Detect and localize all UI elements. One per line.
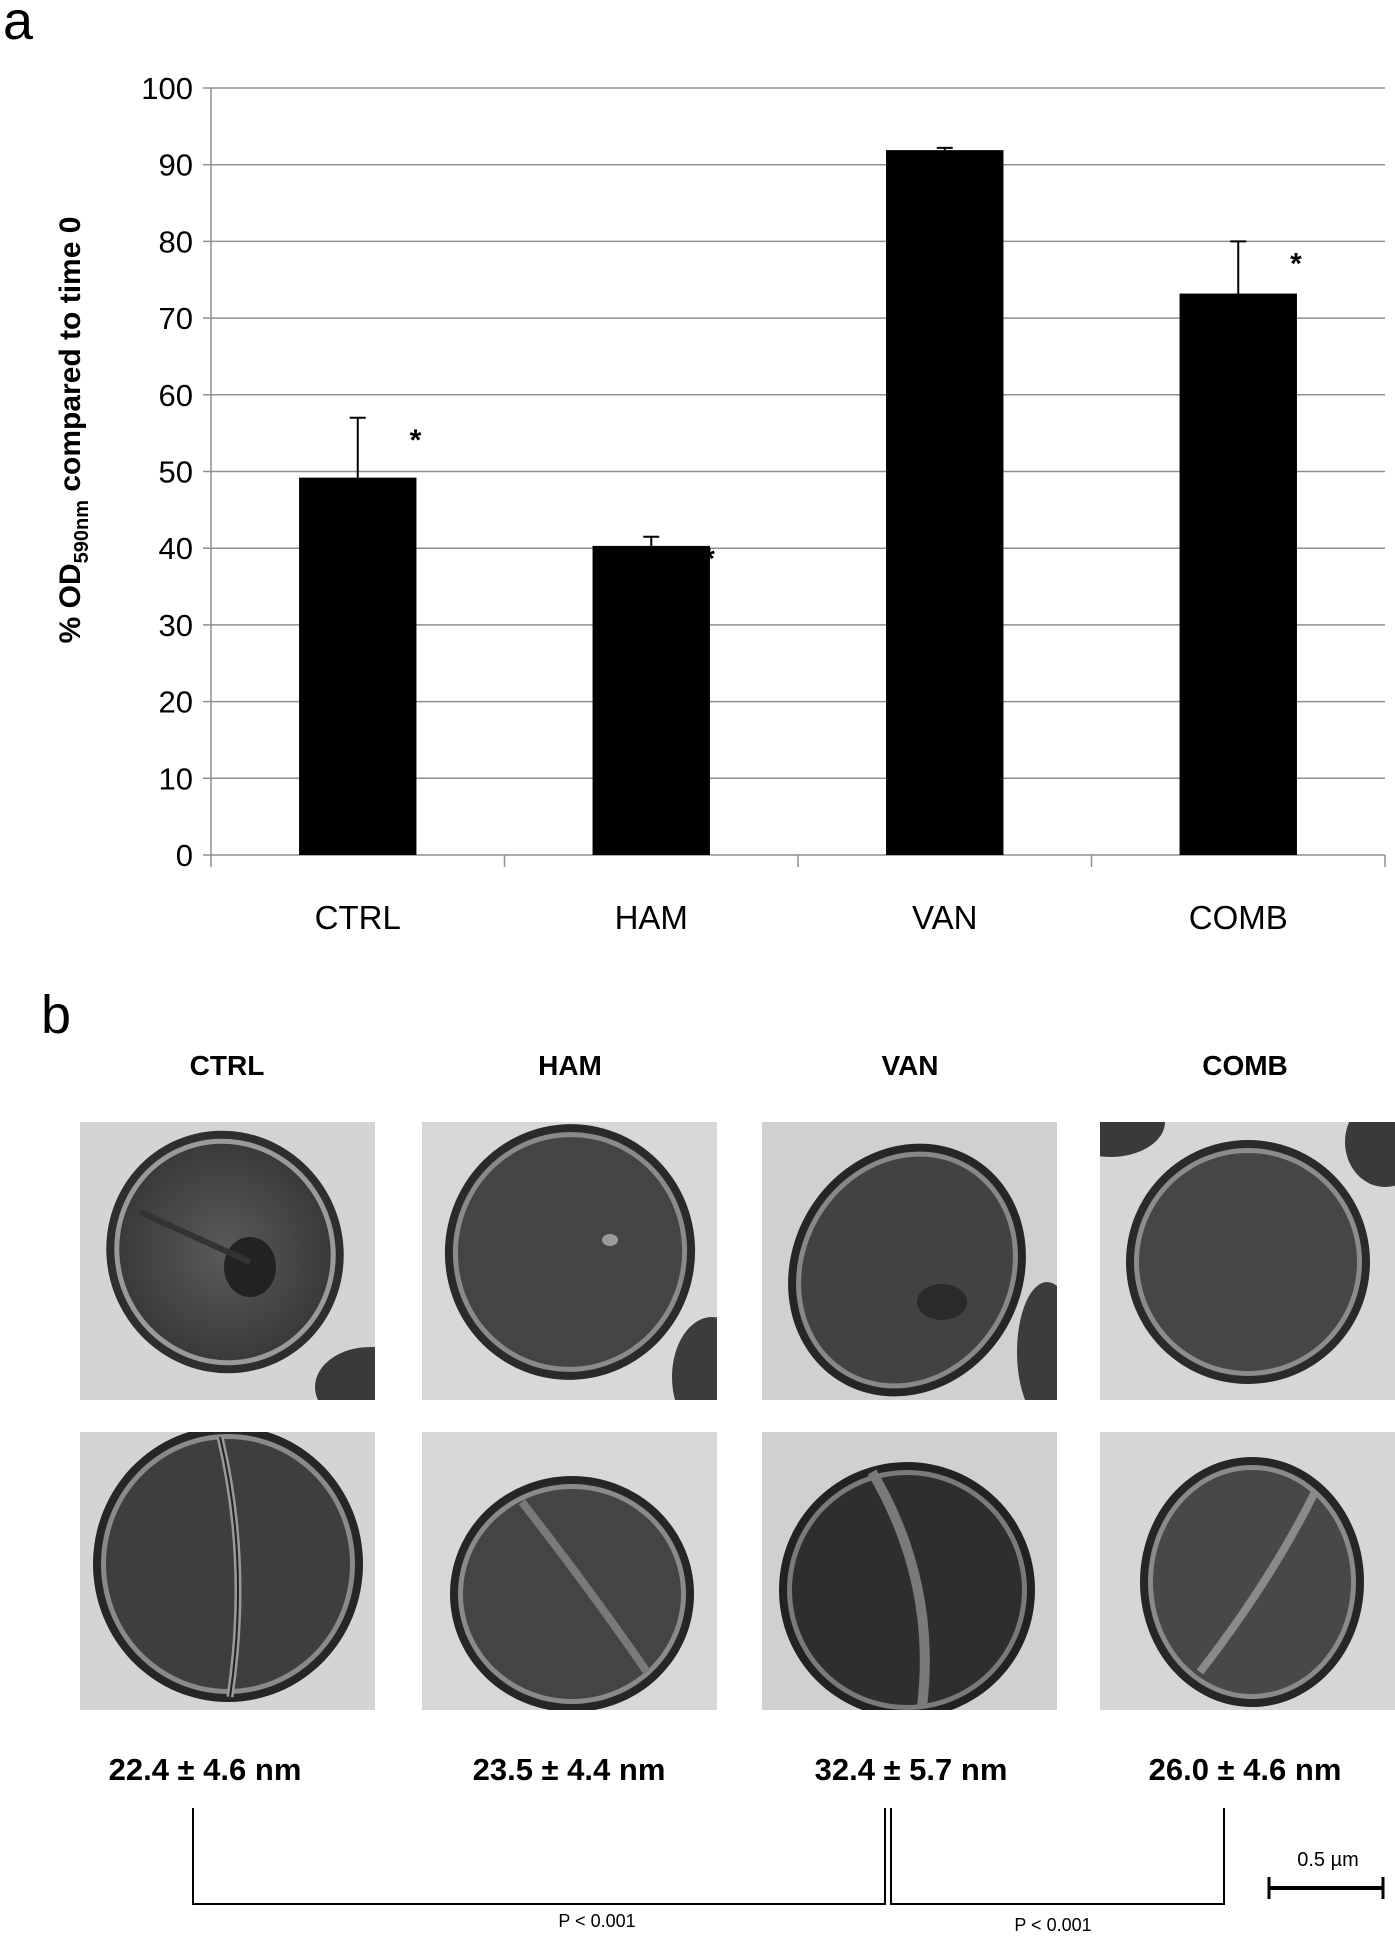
y-tick-label-70: 70 xyxy=(159,301,193,336)
tem-image-ham-bottom xyxy=(422,1432,717,1710)
y-tick-label-20: 20 xyxy=(159,685,193,720)
bar-van xyxy=(886,150,1004,855)
y-axis-label-sub: 590nm xyxy=(71,500,93,563)
tem-image-ctrl-top xyxy=(80,1122,375,1400)
bracket-van-comb xyxy=(890,1808,1225,1905)
col-title-ham: HAM xyxy=(538,1050,602,1081)
p-value-ctrl-van: P < 0.001 xyxy=(558,1911,636,1931)
y-axis-label-prefix: % OD xyxy=(54,563,87,643)
tem-image-van-bottom xyxy=(762,1432,1057,1710)
y-tick-label-100: 100 xyxy=(141,71,193,106)
bar-ctrl xyxy=(299,477,417,855)
y-tick-label-40: 40 xyxy=(159,531,193,566)
significance-comb: * xyxy=(1290,247,1302,280)
bar-ham xyxy=(592,545,710,855)
y-tick-label-60: 60 xyxy=(159,378,193,413)
significance-ham: * xyxy=(703,543,715,576)
x-tick-label-comb: COMB xyxy=(1189,899,1288,936)
thickness-ham: 23.5 ± 4.4 nm xyxy=(472,1752,666,1787)
scale-bar-label: 0.5 µm xyxy=(1297,1849,1359,1871)
y-tick-label-0: 0 xyxy=(176,838,193,873)
x-tick-label-ham: HAM xyxy=(615,899,688,936)
panel-a-letter: a xyxy=(3,0,34,51)
x-tick-label-van: VAN xyxy=(912,899,977,936)
panel-b-letter: b xyxy=(41,985,72,1045)
bar-comb xyxy=(1179,293,1297,855)
y-axis-label: % OD590nm compared to time 0 xyxy=(54,217,93,644)
col-title-ctrl: CTRL xyxy=(189,1050,265,1081)
bracket-ctrl-van xyxy=(192,1808,886,1905)
p-value-van-comb: P < 0.001 xyxy=(1014,1915,1092,1935)
col-title-van: VAN xyxy=(881,1050,939,1081)
thickness-ctrl: 22.4 ± 4.6 nm xyxy=(108,1752,302,1787)
thickness-comb: 26.0 ± 4.6 nm xyxy=(1148,1752,1342,1787)
tem-image-van-top xyxy=(762,1122,1057,1400)
col-title-comb: COMB xyxy=(1202,1050,1288,1081)
tem-image-comb-top xyxy=(1100,1122,1395,1400)
tem-image-comb-bottom xyxy=(1100,1432,1395,1710)
y-tick-label-80: 80 xyxy=(159,224,193,259)
y-tick-label-50: 50 xyxy=(159,455,193,490)
thickness-van: 32.4 ± 5.7 nm xyxy=(814,1752,1008,1787)
y-tick-label-90: 90 xyxy=(159,148,193,183)
y-tick-label-30: 30 xyxy=(159,608,193,643)
labels: 0 10 20 30 40 50 60 70 80 90 100 * CTRL * HAM VAN * COMB xyxy=(141,71,1302,936)
tem-image-ctrl-bottom xyxy=(80,1432,375,1710)
y-tick-label-10: 10 xyxy=(159,761,193,796)
y-axis-label-suffix: compared to time 0 xyxy=(54,217,87,500)
bars xyxy=(299,146,1297,855)
x-tick-label-ctrl: CTRL xyxy=(315,899,401,936)
scale-bar xyxy=(1267,1877,1385,1899)
tem-image-ham-top xyxy=(422,1122,717,1400)
significance-ctrl: * xyxy=(410,424,422,457)
